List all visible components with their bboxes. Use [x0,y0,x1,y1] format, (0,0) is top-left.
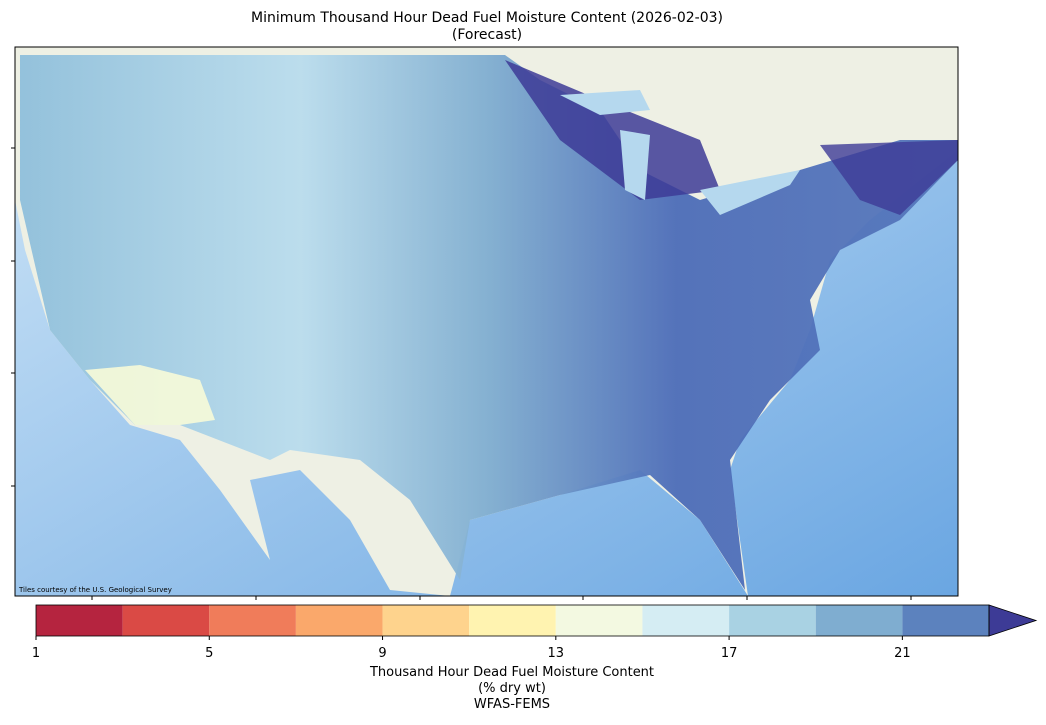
colorbar-frame [35,604,990,637]
colorbar-extend [988,604,1038,637]
colorbar-bin [815,605,903,636]
colorbar-tick-label: 9 [378,646,386,661]
conus-overlay [20,55,958,590]
colorbar-tick-label: 13 [548,646,565,661]
colorbar-bin [902,605,989,636]
colorbar-bin [555,605,643,636]
map [15,47,958,596]
colorbar-tick-label: 5 [205,646,213,661]
colorbar-tick-label: 21 [894,646,911,661]
colorbar-label: WFAS-FEMS [474,697,550,712]
dark-region [505,60,720,200]
colorbar-bin [469,605,556,636]
map-frame [14,46,959,597]
colorbar-bin [295,605,383,636]
dark-region [820,140,958,215]
colorbar-tick-label: 17 [721,646,738,661]
colorbar-bin [382,605,470,636]
colorbar-label: (% dry wt) [478,681,546,696]
dry-region [85,365,215,425]
attribution: Tiles courtesy of the U.S. Geological Su… [18,586,172,594]
colorbar-bin [729,605,816,636]
colorbar-bin [36,605,123,636]
colorbar-bin [209,605,296,636]
title: Minimum Thousand Hour Dead Fuel Moisture… [251,10,723,26]
lake [620,130,650,200]
colorbar-label: Thousand Hour Dead Fuel Moisture Content [369,665,654,680]
lake [700,170,800,215]
subtitle: (Forecast) [452,27,522,43]
colorbar-bin [122,605,210,636]
lake [560,90,650,115]
colorbar-bin [642,605,730,636]
colorbar-tick-label: 1 [32,646,40,661]
